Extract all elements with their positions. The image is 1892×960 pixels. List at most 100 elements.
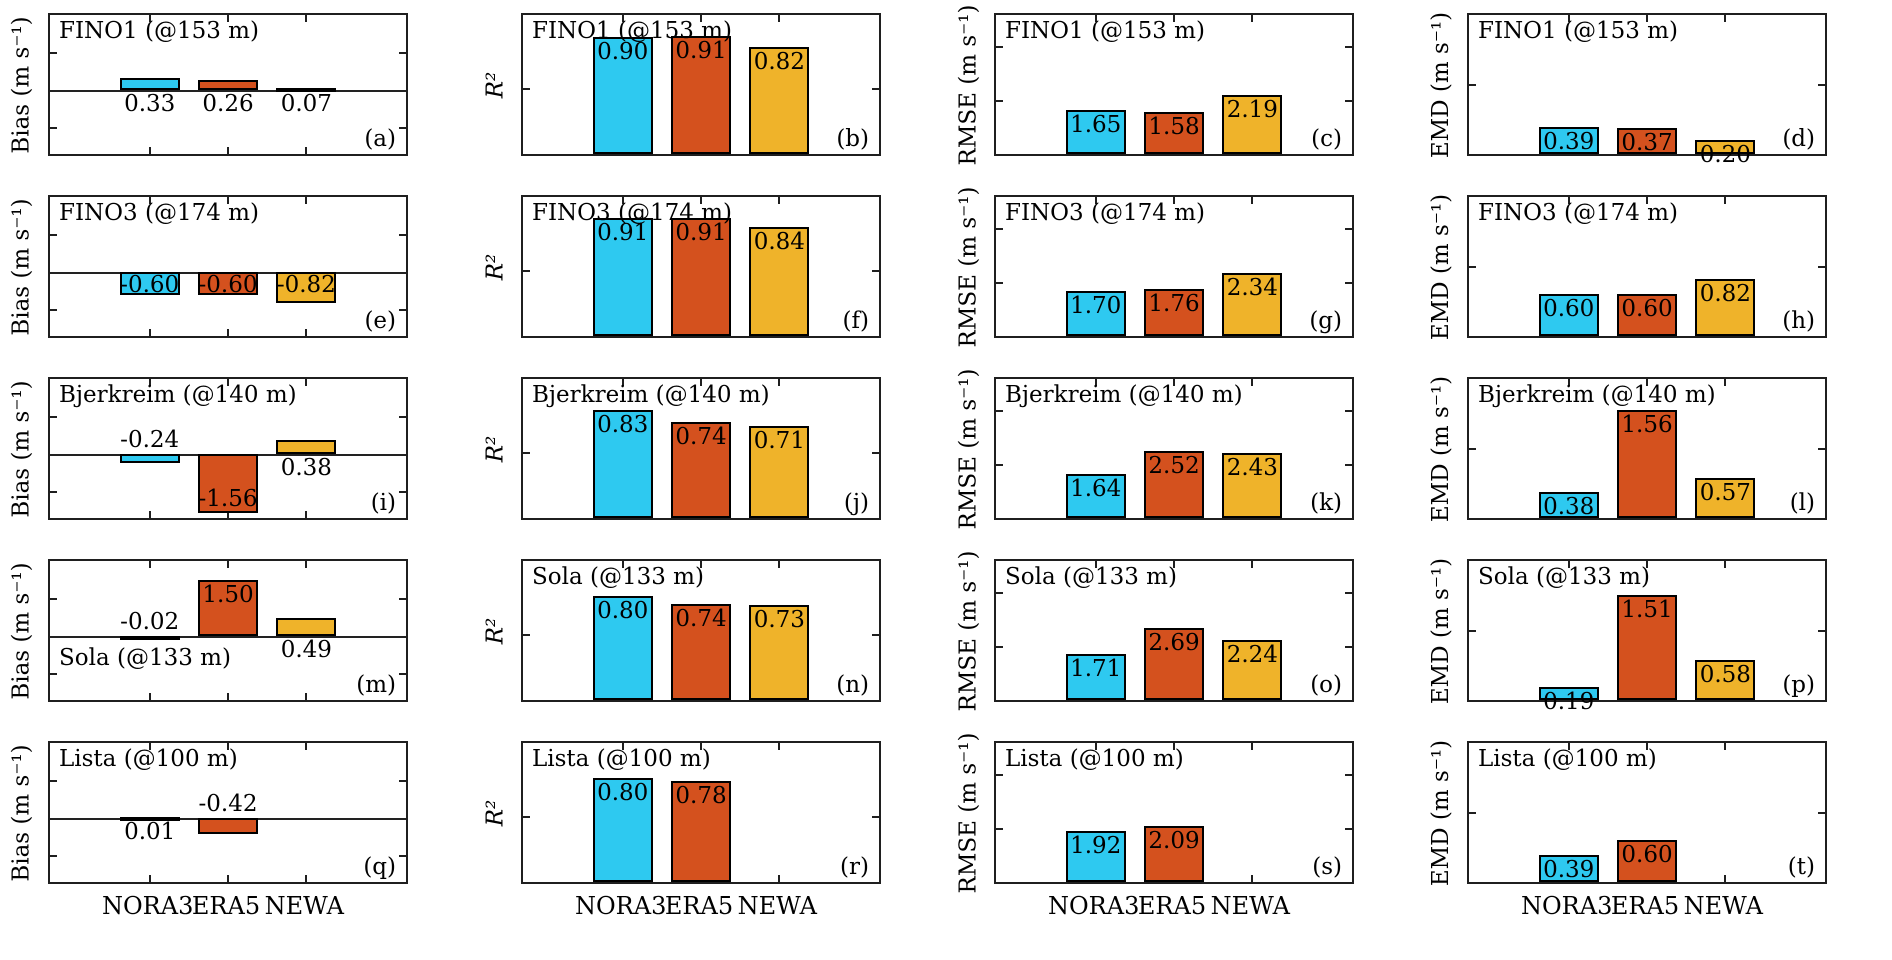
y-tick <box>996 645 1003 648</box>
y-tick <box>1345 827 1352 830</box>
bar-nora3 <box>592 596 653 700</box>
x-tick-era5 <box>227 693 229 700</box>
y-tick <box>872 634 879 637</box>
y-tick <box>50 854 57 857</box>
bar-value-label: 2.09 <box>1148 828 1200 855</box>
x-tick-newa <box>778 561 781 568</box>
bar-era5 <box>198 80 258 91</box>
x-tick-nora3 <box>621 743 624 750</box>
y-tick <box>399 490 406 493</box>
x-tick-newa <box>305 15 308 22</box>
y-tick <box>1469 83 1476 86</box>
bar-value-label: 0.78 <box>675 782 727 809</box>
y-axis-label: Bias (m s⁻¹) <box>0 741 44 884</box>
y-axis-label: R² <box>473 377 517 520</box>
x-tick-newa <box>1251 379 1254 386</box>
x-tick-era5 <box>1173 197 1175 204</box>
x-tick-label-nora3: NORA3 <box>574 892 667 920</box>
bar-value-label: -1.56 <box>198 485 258 512</box>
x-tick-label-era5: ERA5 <box>664 892 734 920</box>
bar-nora3 <box>1065 474 1126 518</box>
y-tick <box>872 816 879 819</box>
x-tick-nora3 <box>1094 561 1097 568</box>
x-tick-era5 <box>700 379 702 386</box>
panel-letter: (e) <box>364 308 396 334</box>
y-axis-label-text: EMD (m s⁻¹) <box>1428 11 1455 158</box>
y-tick <box>1345 281 1352 284</box>
y-tick <box>50 779 57 782</box>
x-tick-newa <box>1251 743 1254 750</box>
x-tick-nora3 <box>1094 15 1097 22</box>
x-tick-newa <box>305 379 308 386</box>
bar-value-label: 0.80 <box>597 598 649 625</box>
bar-nora3 <box>119 636 180 641</box>
bar-value-label: 1.76 <box>1148 290 1200 317</box>
bar-newa <box>1222 273 1283 336</box>
y-tick <box>399 308 406 311</box>
x-tick-newa <box>1724 197 1727 204</box>
y-tick <box>399 126 406 129</box>
y-tick <box>1345 592 1352 595</box>
bar-value-label: 0.91 <box>675 37 727 64</box>
bar-value-label: 0.73 <box>753 607 805 634</box>
x-tick-nora3 <box>148 743 151 750</box>
bar-era5 <box>1617 409 1677 518</box>
x-tick-newa <box>305 743 308 750</box>
y-tick <box>996 228 1003 231</box>
x-tick-nora3 <box>1567 197 1570 204</box>
panel-letter: (s) <box>1312 854 1342 880</box>
x-tick-nora3 <box>148 329 151 336</box>
y-tick <box>872 88 879 91</box>
y-axis-label: RMSE (m s⁻¹) <box>946 368 990 529</box>
site-title: FINO3 (@174 m) <box>1005 200 1205 226</box>
x-tick-nora3 <box>1094 379 1097 386</box>
bar-nora3 <box>1538 854 1599 882</box>
bar-era5 <box>198 579 258 637</box>
x-tick-era5 <box>227 15 229 22</box>
y-tick <box>872 452 879 455</box>
x-tick-era5 <box>700 15 702 22</box>
y-tick <box>399 51 406 54</box>
bar-value-label: 2.52 <box>1148 452 1200 479</box>
panel-letter: (c) <box>1311 126 1342 152</box>
bar-value-label: -0.42 <box>198 791 258 818</box>
bar-value-label: 0.74 <box>675 423 727 450</box>
x-tick-nora3 <box>148 561 151 568</box>
x-tick-label-era5: ERA5 <box>1610 892 1680 920</box>
y-axis-label-text: Bias (m s⁻¹) <box>9 15 36 154</box>
y-axis-label: EMD (m s⁻¹) <box>1419 739 1463 885</box>
site-title: Lista (@100 m) <box>1005 746 1184 772</box>
panel-letter: (d) <box>1782 126 1815 152</box>
bar-value-label: 0.82 <box>753 49 805 76</box>
y-tick <box>1469 265 1476 268</box>
y-tick <box>1469 629 1476 632</box>
bar-value-label: 0.90 <box>597 39 649 66</box>
site-title: Lista (@100 m) <box>532 746 711 772</box>
y-tick <box>996 592 1003 595</box>
bar-era5 <box>1617 840 1677 882</box>
bar-nora3 <box>1538 126 1599 154</box>
bar-value-label: 1.58 <box>1148 113 1200 140</box>
x-tick-era5 <box>700 561 702 568</box>
site-title: Bjerkreim (@140 m) <box>532 382 770 408</box>
y-tick <box>1818 811 1825 814</box>
y-tick <box>1818 83 1825 86</box>
y-tick <box>50 51 57 54</box>
x-tick-nora3 <box>148 147 151 154</box>
bar-value-label: -0.02 <box>120 609 180 636</box>
panel-letter: (j) <box>843 490 869 516</box>
y-axis-label: RMSE (m s⁻¹) <box>946 550 990 711</box>
x-tick-nora3 <box>1567 15 1570 22</box>
bar-value-label: 0.33 <box>124 91 176 118</box>
y-axis-label-text: Bias (m s⁻¹) <box>9 379 36 518</box>
panel-letter: (q) <box>363 854 396 880</box>
site-title: Bjerkreim (@140 m) <box>59 382 297 408</box>
panel-letter: (i) <box>370 490 396 516</box>
y-axis-label-text: Bias (m s⁻¹) <box>9 743 36 882</box>
bar-era5 <box>671 603 731 700</box>
y-axis-label: EMD (m s⁻¹) <box>1419 375 1463 521</box>
bar-value-label: 1.65 <box>1070 111 1122 138</box>
bar-era5 <box>671 780 731 882</box>
subplot-q: Lista (@100 m) (q) 0.01 -0.42 <box>48 741 408 884</box>
bar-era5 <box>198 454 258 513</box>
